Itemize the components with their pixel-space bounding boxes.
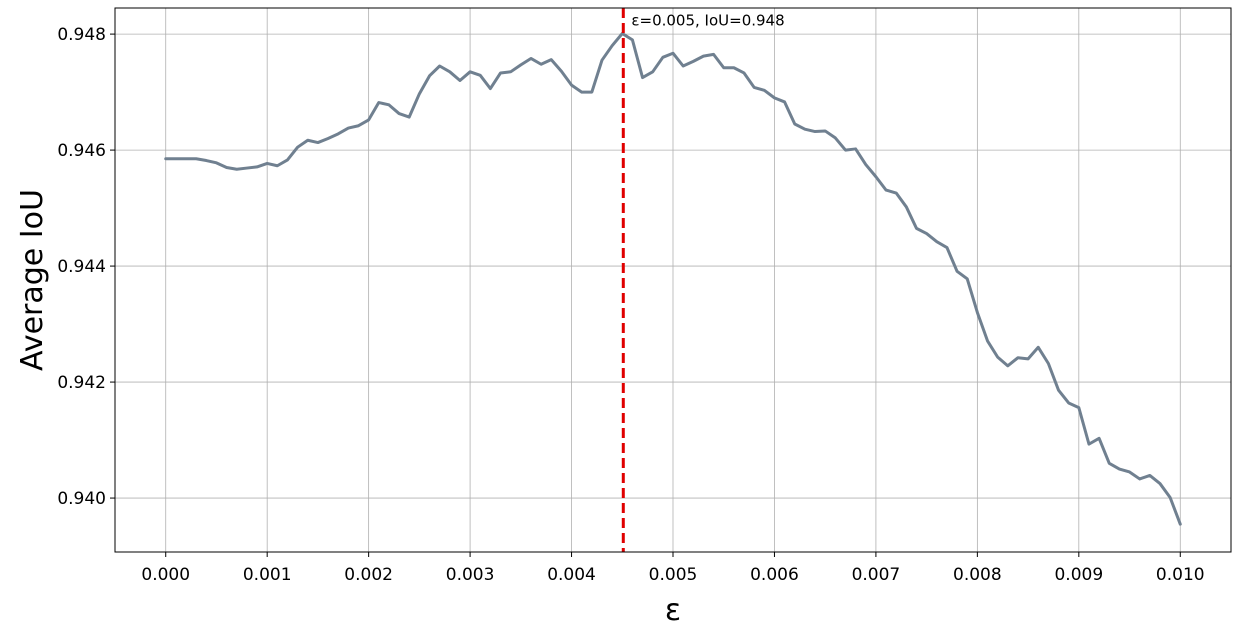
x-tick-label: 0.010 <box>1156 565 1205 585</box>
x-tick-label: 0.000 <box>141 565 190 585</box>
max-iou-annotation: ε=0.005, IoU=0.948 <box>631 11 784 29</box>
x-axis-ticks: 0.000 0.001 0.002 0.003 0.004 0.005 0.006 0.007… <box>141 552 1205 585</box>
x-tick-label: 0.004 <box>547 565 596 585</box>
x-tick-label: 0.002 <box>344 565 393 585</box>
y-tick-label: 0.942 <box>57 373 106 393</box>
x-tick-label: 0.008 <box>953 565 1002 585</box>
series-line <box>164 32 1182 526</box>
plot-frame <box>114 7 1232 553</box>
y-tick-label: 0.944 <box>57 257 106 277</box>
x-tick-label: 0.007 <box>852 565 901 585</box>
x-axis-label: ε <box>665 593 681 628</box>
y-axis-ticks: 0.940 0.942 0.944 0.946 0.948 <box>57 25 115 509</box>
grid-lines <box>115 8 1231 552</box>
y-axis-label: Average IoU <box>15 189 50 371</box>
y-tick-label: 0.940 <box>57 489 106 509</box>
y-tick-label: 0.946 <box>57 141 106 161</box>
x-tick-label: 0.009 <box>1054 565 1103 585</box>
x-tick-label: 0.001 <box>243 565 292 585</box>
x-tick-label: 0.003 <box>446 565 495 585</box>
y-tick-label: 0.948 <box>57 25 106 45</box>
series-group <box>164 32 1182 526</box>
x-tick-label: 0.006 <box>750 565 799 585</box>
x-tick-label: 0.005 <box>649 565 698 585</box>
